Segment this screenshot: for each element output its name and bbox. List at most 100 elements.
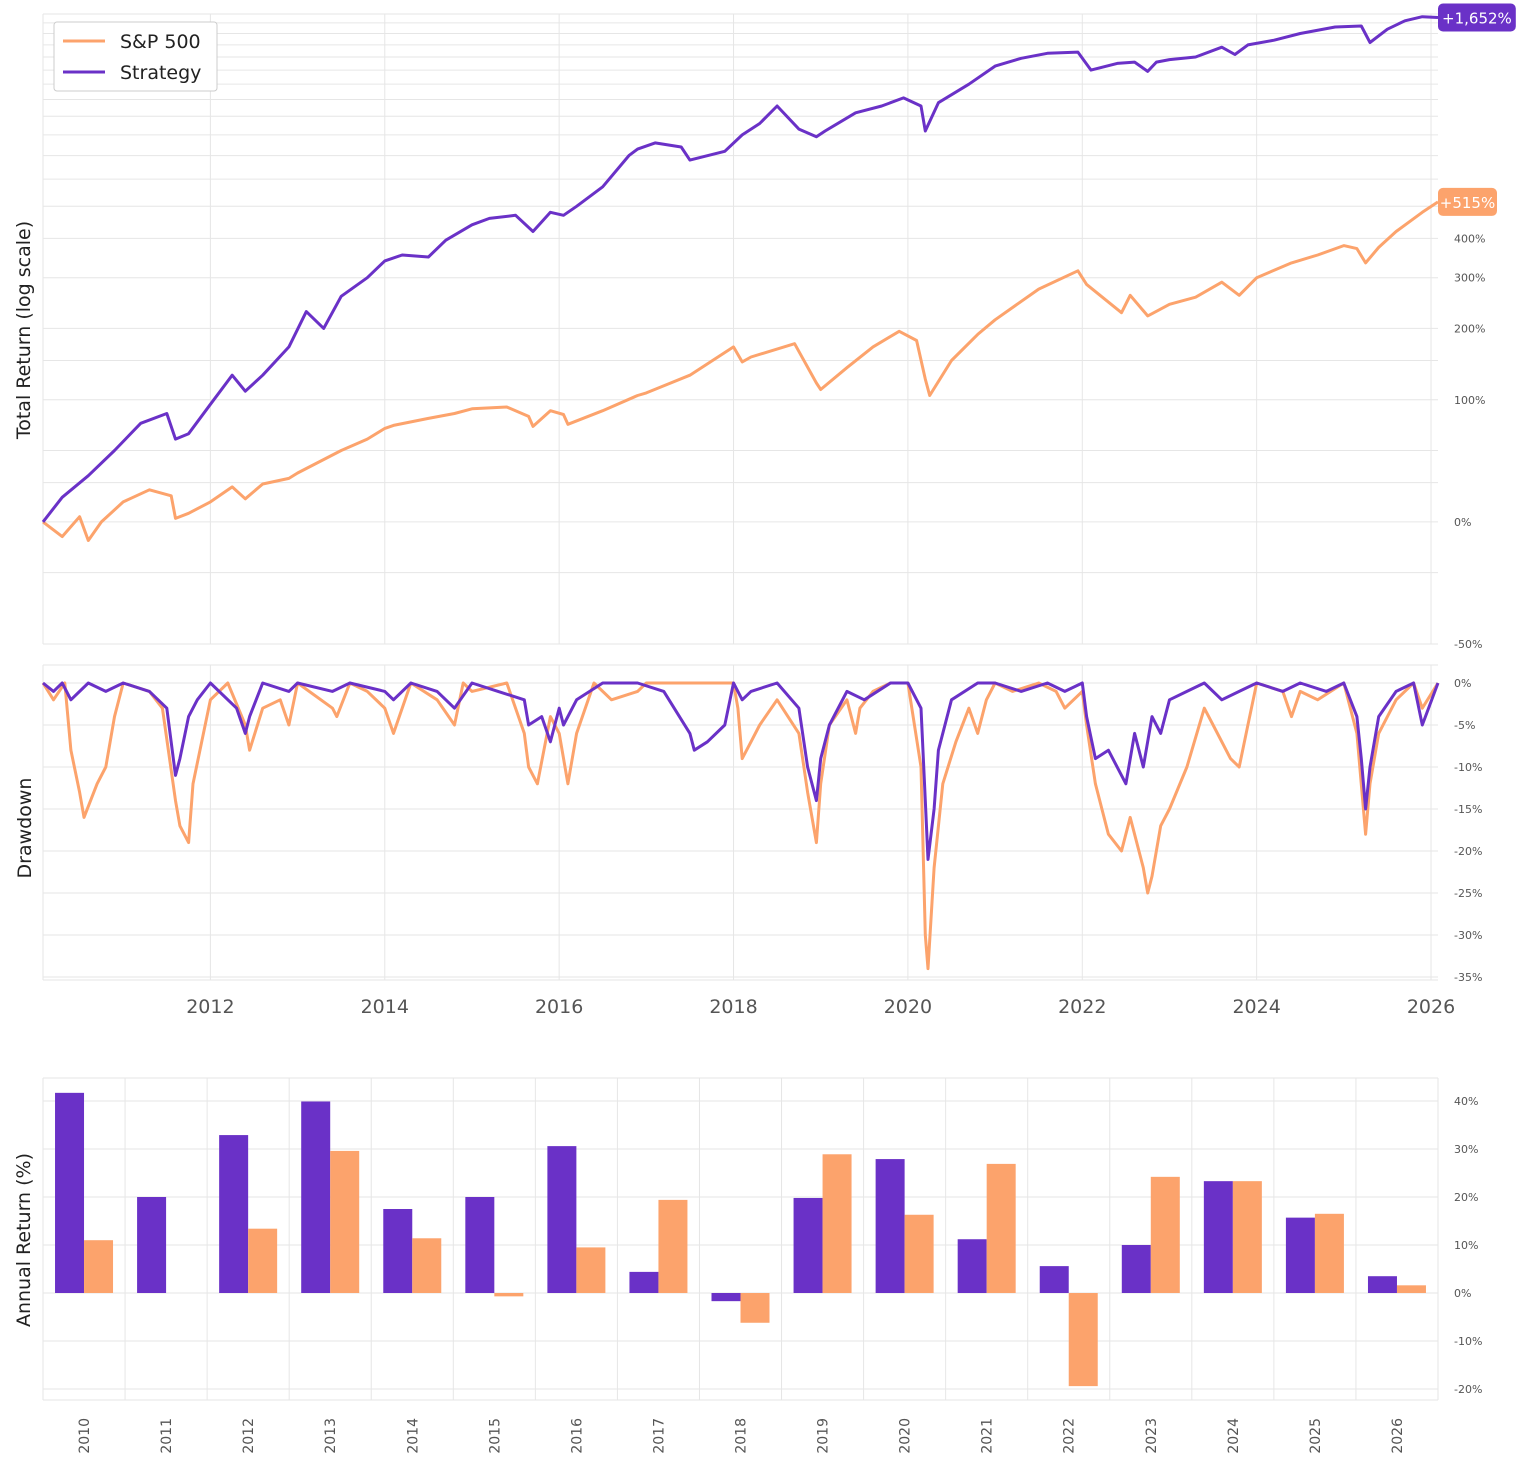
x-tick-label: 2016 — [535, 996, 583, 1018]
strategy-end-label: +1,652% — [1442, 10, 1512, 28]
y-tick-label: -20% — [1454, 845, 1482, 858]
year-tick-label: 2014 — [405, 1418, 421, 1454]
strategy-bar — [1121, 1245, 1151, 1293]
sp500-bar — [330, 1150, 360, 1293]
year-tick-label: 2018 — [734, 1418, 750, 1454]
strategy-bar — [55, 1092, 85, 1293]
sp500-bar — [494, 1293, 524, 1297]
strategy-total-return-line — [41, 15, 1439, 523]
strategy-bar — [875, 1159, 905, 1293]
strategy-bar — [1203, 1181, 1233, 1293]
year-tick-label: 2022 — [1062, 1418, 1078, 1454]
x-tick-label: 2022 — [1058, 996, 1106, 1018]
y-tick-label: -15% — [1454, 803, 1482, 816]
y-tick-label: 300% — [1454, 272, 1485, 285]
end-labels: +1,652% +515% — [1438, 3, 1516, 216]
strategy-bar — [137, 1197, 167, 1293]
year-tick-label: 2013 — [323, 1418, 339, 1454]
y-tick-label: 0% — [1454, 516, 1471, 529]
sp500-bar — [658, 1199, 688, 1293]
y-tick-label: -5% — [1454, 719, 1475, 732]
year-tick-label: 2015 — [487, 1418, 503, 1454]
y-tick-label: 100% — [1454, 394, 1485, 407]
year-tick-label: 2010 — [77, 1418, 93, 1454]
y-tick-label: -10% — [1454, 1335, 1482, 1348]
y-tick-label: -20% — [1454, 1383, 1482, 1396]
total-return-y-label: Total Return (log scale) — [13, 221, 35, 440]
year-tick-label: 2016 — [569, 1418, 585, 1454]
y-tick-label: -35% — [1454, 971, 1482, 984]
sp500-bar — [576, 1247, 606, 1293]
annual-return-y-ticks: 40% 30% 20% 10% 0% -10% -20% — [1454, 1095, 1482, 1396]
sp500-bar — [1232, 1181, 1262, 1293]
y-tick-label: 20% — [1454, 1191, 1478, 1204]
y-tick-label: 30% — [1454, 1143, 1478, 1156]
drawdown-y-label: Drawdown — [14, 778, 36, 879]
x-tick-label: 2014 — [361, 996, 409, 1018]
strategy-end-label-bg — [1438, 3, 1516, 32]
drawdown-lines — [41, 681, 1440, 971]
sp500-bar — [1314, 1213, 1344, 1293]
strategy-bar — [711, 1293, 741, 1302]
y-tick-label: -30% — [1454, 929, 1482, 942]
annual-return-bars — [55, 1092, 1426, 1387]
sp500-total-return-line — [42, 200, 1439, 542]
strategy-drawdown-line — [42, 681, 1440, 861]
x-tick-label: 2026 — [1407, 996, 1455, 1018]
sp500-bar — [1150, 1176, 1180, 1293]
x-tick-label: 2024 — [1232, 996, 1280, 1018]
strategy-bar — [219, 1135, 249, 1293]
annual-return-panel: 40%30%20%10%0%-10%-20% 2010 2011 2012 2013 2… — [13, 1077, 1482, 1454]
year-x-ticks: 2010 2011 2012 2013 2014 2015 2016 2017 2018 2019… — [77, 1418, 1406, 1454]
y-tick-label: -25% — [1454, 887, 1482, 900]
sp500-end-label: +515% — [1440, 194, 1495, 212]
year-tick-label: 2026 — [1390, 1418, 1406, 1454]
sp500-bar — [986, 1163, 1016, 1293]
date-x-ticks: 2012 2014 2016 2018 2020 2022 2024 2026 — [186, 996, 1455, 1018]
strategy-bar — [1367, 1276, 1397, 1293]
y-tick-label: 10% — [1454, 1239, 1478, 1252]
total-return-lines — [41, 15, 1439, 542]
strategy-bar — [301, 1101, 331, 1293]
y-tick-label: 40% — [1454, 1095, 1478, 1108]
y-tick-label: 0% — [1454, 1287, 1471, 1300]
year-tick-label: 2012 — [241, 1418, 257, 1454]
legend-label-strategy: Strategy — [120, 62, 201, 84]
strategy-bar — [629, 1271, 659, 1293]
x-tick-label: 2020 — [884, 996, 932, 1018]
year-tick-label: 2020 — [898, 1418, 914, 1454]
total-return-grid — [42, 13, 1438, 645]
y-tick-label: 0% — [1454, 677, 1471, 690]
strategy-bar — [1285, 1217, 1315, 1293]
sp500-bar — [822, 1154, 852, 1293]
sp500-drawdown-line — [41, 681, 1440, 971]
year-tick-label: 2011 — [159, 1418, 175, 1454]
year-tick-label: 2017 — [651, 1418, 667, 1454]
sp500-bar — [412, 1238, 442, 1293]
sp500-bar — [248, 1228, 278, 1293]
drawdown-y-ticks: 0% -5% -10% -15% -20% -25% -30% -35% — [1454, 677, 1482, 984]
strategy-bar — [1039, 1266, 1069, 1293]
legend: S&P 500 Strategy — [53, 21, 218, 92]
y-tick-label: 400% — [1454, 232, 1485, 245]
strategy-bar — [547, 1146, 577, 1293]
strategy-bar — [465, 1197, 495, 1293]
sp500-end-label-bg — [1438, 187, 1497, 216]
strategy-bar — [383, 1209, 413, 1293]
year-tick-label: 2024 — [1226, 1418, 1242, 1454]
sp500-bar — [1396, 1285, 1426, 1293]
sp500-bar — [84, 1240, 114, 1293]
strategy-bar — [957, 1239, 987, 1293]
annual-return-y-label: Annual Return (%) — [13, 1153, 35, 1327]
drawdown-panel: 0% -5% -10% -15% -20% -25% -30% -35% Drawdown 2… — [14, 664, 1482, 1018]
legend-label-sp500: S&P 500 — [120, 31, 201, 53]
x-tick-label: 2018 — [709, 996, 757, 1018]
sp500-bar — [904, 1214, 934, 1293]
total-return-y-ticks: -50% 0% 100% 200% 300% 400% — [1454, 232, 1485, 651]
x-tick-label: 2012 — [186, 996, 234, 1018]
y-tick-label: 200% — [1454, 322, 1485, 335]
sp500-bar — [1068, 1293, 1098, 1387]
year-tick-label: 2021 — [980, 1418, 996, 1454]
year-tick-label: 2019 — [816, 1418, 832, 1454]
